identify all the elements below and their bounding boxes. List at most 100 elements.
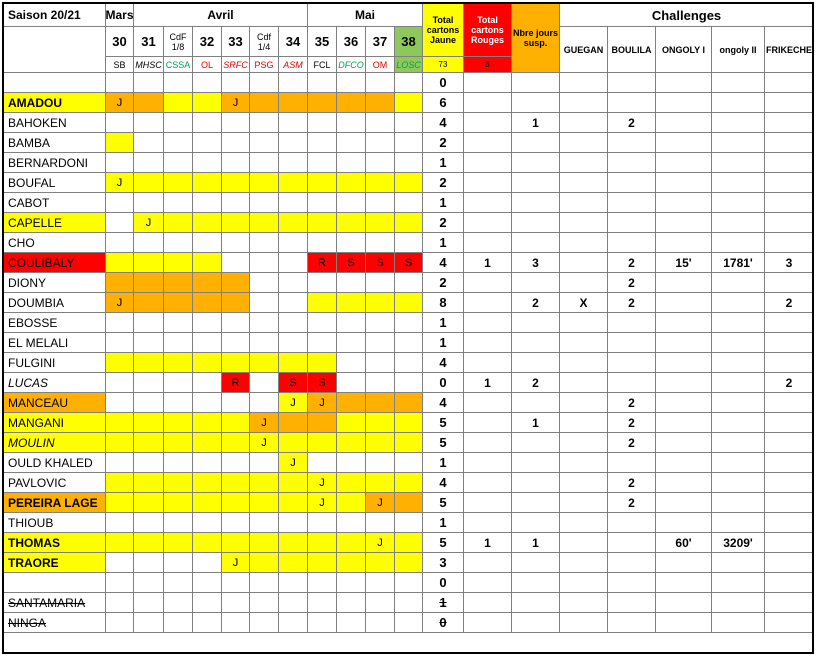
card-cell[interactable]: J	[106, 293, 134, 313]
player-name[interactable]	[4, 73, 106, 93]
challenge-value[interactable]	[560, 493, 608, 513]
card-cell[interactable]	[250, 613, 279, 633]
card-cell[interactable]	[164, 333, 193, 353]
challenge-value[interactable]	[712, 413, 765, 433]
card-cell[interactable]	[250, 313, 279, 333]
challenge-value[interactable]	[656, 453, 712, 473]
card-cell[interactable]	[222, 273, 250, 293]
card-cell[interactable]	[134, 513, 164, 533]
total-jaune[interactable]: 0	[423, 373, 464, 393]
challenge-value[interactable]	[712, 513, 765, 533]
card-cell[interactable]	[193, 433, 222, 453]
card-cell[interactable]	[308, 113, 337, 133]
total-rouge[interactable]	[464, 573, 512, 593]
player-name[interactable]: PAVLOVIC	[4, 473, 106, 493]
card-cell[interactable]	[366, 553, 395, 573]
card-cell[interactable]	[164, 533, 193, 553]
card-cell[interactable]	[164, 433, 193, 453]
total-jaune[interactable]: 8	[423, 293, 464, 313]
card-cell[interactable]	[250, 193, 279, 213]
card-cell[interactable]	[279, 293, 308, 313]
card-cell[interactable]	[134, 193, 164, 213]
card-cell[interactable]	[164, 413, 193, 433]
card-cell[interactable]	[395, 433, 423, 453]
card-cell[interactable]	[222, 573, 250, 593]
card-cell[interactable]	[222, 293, 250, 313]
challenge-value[interactable]	[765, 73, 814, 93]
card-cell[interactable]	[279, 493, 308, 513]
total-jaune[interactable]: 2	[423, 213, 464, 233]
challenge-value[interactable]: 60'	[656, 533, 712, 553]
total-rouge[interactable]	[464, 233, 512, 253]
card-cell[interactable]	[308, 433, 337, 453]
card-cell[interactable]	[395, 353, 423, 373]
card-cell[interactable]	[366, 153, 395, 173]
total-jaune[interactable]: 1	[423, 153, 464, 173]
card-cell[interactable]	[164, 233, 193, 253]
card-cell[interactable]: J	[308, 473, 337, 493]
jours-susp[interactable]	[512, 493, 560, 513]
card-cell[interactable]	[134, 113, 164, 133]
card-cell[interactable]	[279, 233, 308, 253]
card-cell[interactable]	[308, 153, 337, 173]
card-cell[interactable]	[164, 73, 193, 93]
card-cell[interactable]	[337, 93, 366, 113]
card-cell[interactable]	[279, 593, 308, 613]
total-jaune[interactable]: 3	[423, 553, 464, 573]
challenge-value[interactable]	[712, 433, 765, 453]
card-cell[interactable]	[337, 593, 366, 613]
jours-susp[interactable]: 3	[512, 253, 560, 273]
total-rouge[interactable]	[464, 413, 512, 433]
challenge-value[interactable]: 3209'	[712, 533, 765, 553]
opponent-7[interactable]: FCL	[308, 57, 337, 73]
challenge-value[interactable]	[765, 333, 814, 353]
challenge-value[interactable]	[712, 473, 765, 493]
card-cell[interactable]	[222, 73, 250, 93]
matchday-10[interactable]: 38	[395, 27, 423, 57]
challenge-value[interactable]	[608, 353, 656, 373]
player-name[interactable]: EL MELALI	[4, 333, 106, 353]
challenge-value[interactable]	[608, 313, 656, 333]
card-cell[interactable]: S	[395, 253, 423, 273]
card-cell[interactable]	[308, 193, 337, 213]
card-cell[interactable]	[366, 333, 395, 353]
jours-susp[interactable]	[512, 593, 560, 613]
total-rouge[interactable]	[464, 393, 512, 413]
card-cell[interactable]: S	[337, 253, 366, 273]
card-cell[interactable]	[366, 453, 395, 473]
challenge-value[interactable]	[765, 473, 814, 493]
card-cell[interactable]	[106, 573, 134, 593]
challenge-value[interactable]	[560, 113, 608, 133]
total-jaune[interactable]: 5	[423, 433, 464, 453]
challenge-value[interactable]	[560, 573, 608, 593]
header-blank[interactable]	[4, 27, 106, 73]
card-cell[interactable]	[164, 373, 193, 393]
player-name[interactable]: BAHOKEN	[4, 113, 106, 133]
card-cell[interactable]	[164, 593, 193, 613]
card-cell[interactable]	[279, 573, 308, 593]
jours-susp[interactable]	[512, 313, 560, 333]
card-cell[interactable]	[395, 213, 423, 233]
card-cell[interactable]	[366, 513, 395, 533]
total-rouge-header[interactable]: Total cartons Rouges	[464, 4, 512, 57]
challenge-value[interactable]	[712, 113, 765, 133]
challenge-value[interactable]	[608, 193, 656, 213]
card-cell[interactable]	[308, 273, 337, 293]
card-cell[interactable]	[395, 473, 423, 493]
matchday-4[interactable]: 33	[222, 27, 250, 57]
card-cell[interactable]	[337, 573, 366, 593]
challenge-value[interactable]	[656, 333, 712, 353]
card-cell[interactable]	[250, 353, 279, 373]
card-cell[interactable]	[134, 533, 164, 553]
card-cell[interactable]	[164, 513, 193, 533]
matchday-8[interactable]: 36	[337, 27, 366, 57]
total-jaune[interactable]: 4	[423, 393, 464, 413]
card-cell[interactable]	[222, 153, 250, 173]
total-jaune[interactable]: 4	[423, 473, 464, 493]
challenge-value[interactable]	[560, 253, 608, 273]
card-cell[interactable]	[366, 293, 395, 313]
card-cell[interactable]	[134, 253, 164, 273]
challenge-value[interactable]	[712, 373, 765, 393]
challenge-name-1[interactable]: BOULILA	[608, 27, 656, 73]
card-cell[interactable]	[308, 353, 337, 373]
